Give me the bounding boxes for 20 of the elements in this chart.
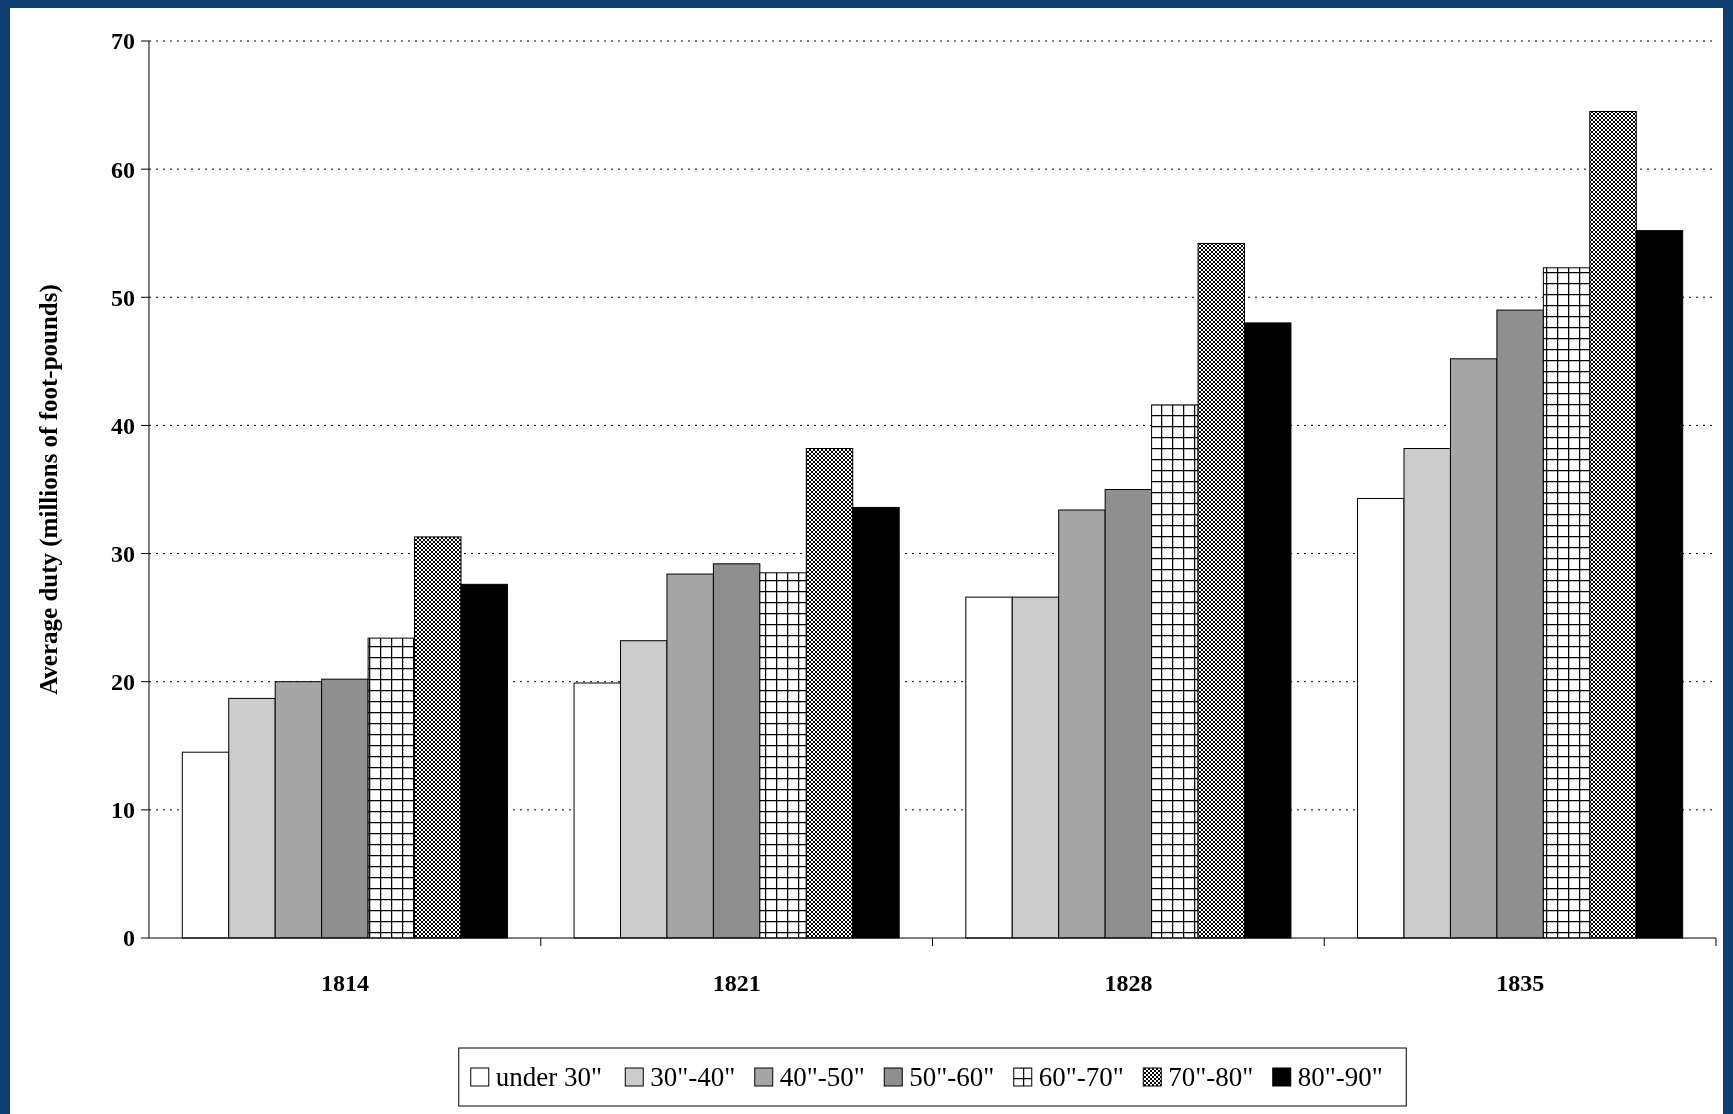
legend-label: 30"-40" [650,1062,736,1092]
x-tick-label: 1828 [1104,970,1153,996]
y-tick-label: 60 [111,156,135,183]
legend-label: 40"-50" [779,1062,865,1092]
legend-label: under 30" [495,1062,602,1092]
x-tick-label: 1821 [712,970,761,996]
y-tick-label: 40 [111,412,135,439]
y-tick-label: 10 [111,797,135,824]
legend-label: 80"-90" [1297,1062,1383,1092]
legend-label: 70"-80" [1168,1062,1254,1092]
x-tick-label: 1835 [1496,970,1545,996]
y-tick-label: 50 [111,284,135,311]
y-tick-label: 20 [111,669,135,696]
legend-label: 50"-60" [909,1062,995,1092]
legend-label: 60"-70" [1038,1062,1124,1092]
y-tick-label: 30 [111,540,135,567]
y-axis-title: Average duty (millions of foot-pounds) [35,284,63,695]
y-tick-label: 0 [123,925,135,952]
y-tick-label: 70 [111,28,135,55]
x-tick-label: 1814 [320,970,369,996]
